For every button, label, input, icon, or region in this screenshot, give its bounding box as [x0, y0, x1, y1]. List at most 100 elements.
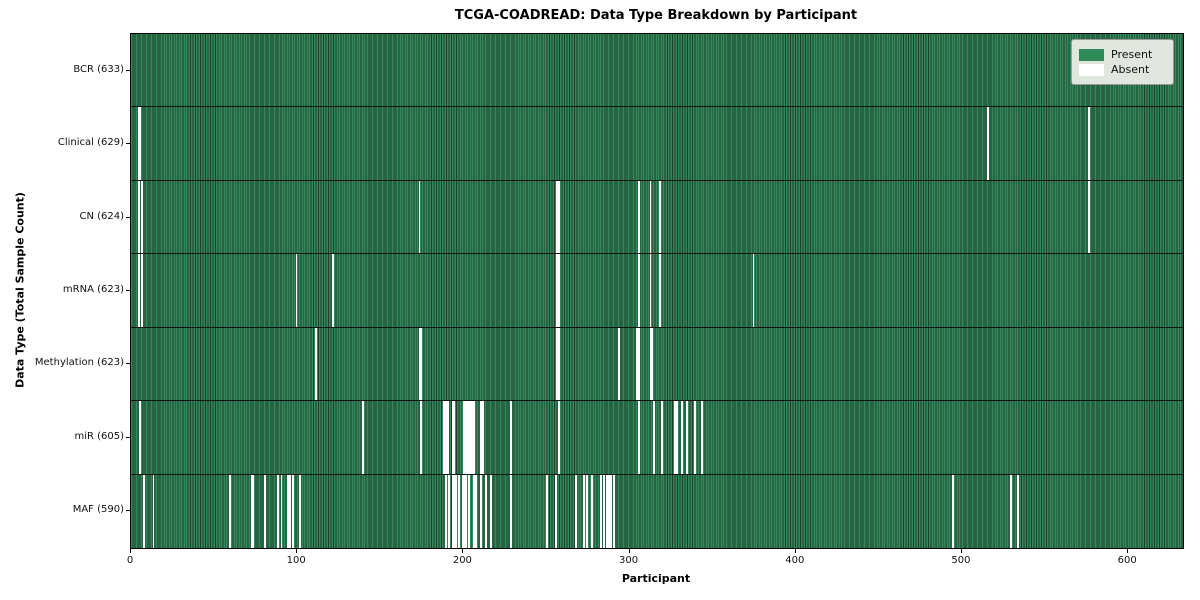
absent-mark	[470, 401, 472, 474]
absent-mark	[599, 474, 602, 548]
ytick-label-Methylation: Methylation (623)	[34, 357, 124, 369]
absent-mark	[637, 254, 640, 327]
absent-mark	[649, 327, 652, 401]
heatmap-row-Clinical	[131, 107, 1183, 181]
absent-mark	[332, 254, 334, 327]
absent-mark	[292, 474, 295, 548]
absent-mark	[453, 401, 456, 474]
absent-mark	[1088, 180, 1091, 254]
absent-mark	[694, 401, 697, 474]
xtick-mark	[296, 549, 298, 553]
absent-mark	[451, 401, 454, 474]
xtick-mark	[462, 549, 464, 553]
absent-mark	[473, 474, 476, 548]
absent-mark	[420, 327, 423, 401]
ytick-mark	[126, 363, 130, 365]
absent-mark	[686, 401, 688, 474]
absent-mark	[591, 474, 594, 548]
absent-mark	[556, 180, 559, 254]
absent-mark	[418, 180, 421, 254]
absent-mark	[652, 401, 655, 474]
ytick-mark	[126, 143, 130, 145]
absent-mark	[701, 401, 703, 474]
absent-mark	[263, 474, 266, 548]
absent-mark	[951, 474, 954, 548]
absent-mark	[558, 401, 560, 474]
ytick-label-CN: CN (624)	[79, 210, 124, 222]
absent-mark	[986, 107, 989, 180]
absent-mark	[602, 474, 605, 548]
absent-mark	[471, 401, 474, 474]
xtick-label-0: 0	[126, 555, 134, 566]
absent-mark	[152, 474, 155, 548]
absent-mark	[465, 401, 467, 474]
absent-mark	[463, 401, 466, 474]
absent-mark	[609, 474, 612, 548]
xtick-mark	[130, 549, 131, 553]
absent-mark	[637, 401, 640, 474]
absent-mark	[480, 401, 482, 474]
absent-mark	[484, 474, 487, 548]
ytick-label-BCR: BCR (633)	[73, 63, 124, 75]
absent-mark	[556, 254, 559, 327]
absent-mark	[315, 327, 318, 401]
absent-mark	[140, 254, 143, 327]
absent-mark	[659, 180, 662, 254]
x-axis-label: Participant	[621, 572, 691, 585]
heatmap-row-mRNA	[131, 254, 1183, 328]
absent-mark	[451, 474, 454, 548]
absent-mark	[637, 327, 640, 401]
absent-mark	[295, 254, 298, 327]
absent-mark	[637, 180, 640, 254]
absent-mark	[461, 474, 464, 548]
absent-mark	[298, 474, 301, 548]
absent-mark	[612, 474, 615, 548]
heatmap-row-miR	[131, 401, 1183, 475]
plot-area: Present Absent	[130, 33, 1184, 549]
absent-mark	[558, 254, 560, 327]
absent-mark	[287, 474, 290, 548]
heatmap-row-MAF	[131, 474, 1183, 548]
heatmap-row-Methylation	[131, 327, 1183, 402]
xtick-label-400: 400	[785, 555, 805, 566]
chart-title: TCGA-COADREAD: Data Type Breakdown by Pa…	[454, 8, 858, 23]
absent-mark	[137, 107, 140, 180]
absent-mark	[475, 474, 477, 548]
absent-mark	[473, 401, 476, 474]
ytick-label-MAF: MAF (590)	[72, 504, 124, 516]
absent-mark	[455, 474, 457, 548]
ytick-label-mRNA: mRNA (623)	[62, 284, 124, 295]
absent-mark	[752, 254, 755, 327]
xtick-label-600: 600	[1117, 555, 1137, 566]
absent-mark	[139, 107, 142, 180]
absent-mark	[617, 327, 620, 401]
ytick-mark	[126, 216, 130, 218]
absent-mark	[137, 254, 140, 327]
absent-mark	[445, 401, 447, 474]
ytick-label-Clinical: Clinical (629)	[57, 137, 124, 149]
absent-mark	[509, 474, 512, 548]
absent-mark	[586, 474, 589, 548]
absent-mark	[676, 401, 678, 474]
legend-label-absent: Absent	[1111, 63, 1150, 76]
absent-mark	[607, 474, 610, 548]
xtick-mark	[794, 549, 796, 553]
ytick-mark	[126, 510, 130, 512]
legend-item-present: Present	[1079, 48, 1165, 61]
xtick-mark	[628, 549, 630, 553]
absent-mark	[463, 474, 466, 548]
ytick-mark	[126, 290, 130, 291]
absent-mark	[583, 474, 585, 548]
absent-mark	[1016, 474, 1019, 548]
absent-mark	[649, 254, 652, 327]
absent-mark	[252, 474, 255, 548]
absent-mark	[280, 474, 283, 548]
absent-mark	[448, 474, 451, 548]
absent-mark	[556, 327, 559, 401]
absent-mark	[458, 474, 461, 548]
absent-mark	[674, 401, 677, 474]
legend-swatch-absent	[1079, 63, 1104, 76]
absent-mark	[661, 401, 664, 474]
absent-mark	[288, 474, 291, 548]
